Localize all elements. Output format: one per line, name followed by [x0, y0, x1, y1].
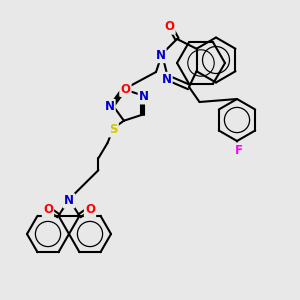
Text: S: S [109, 123, 118, 136]
Text: N: N [104, 100, 115, 113]
Text: N: N [155, 49, 166, 62]
Text: O: O [43, 203, 53, 216]
Text: N: N [161, 73, 172, 86]
Text: O: O [120, 83, 130, 96]
Text: O: O [85, 203, 95, 216]
Text: N: N [139, 90, 149, 103]
Text: N: N [64, 194, 74, 207]
Text: F: F [235, 143, 242, 157]
Text: O: O [164, 20, 175, 34]
